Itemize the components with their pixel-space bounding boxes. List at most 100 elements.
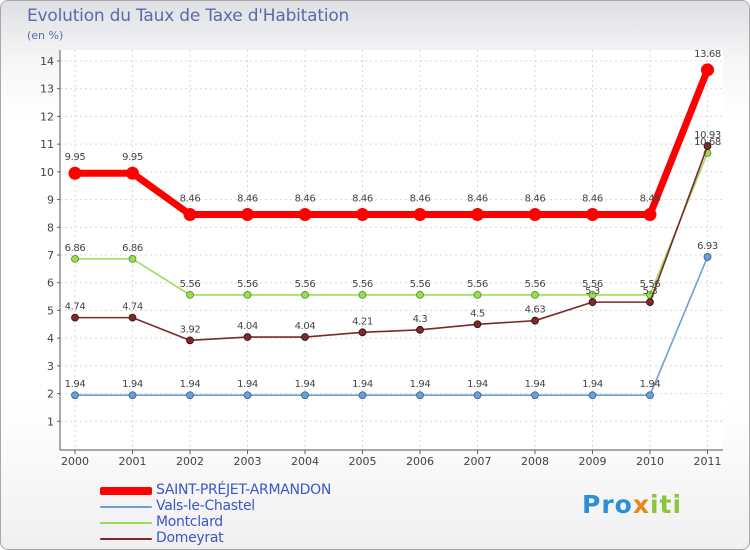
- legend-label: Domeyrat: [156, 530, 224, 546]
- data-point-2-5: [358, 291, 367, 299]
- y-tick-label: 6: [47, 277, 54, 290]
- data-label-1-0: 1.94: [65, 379, 86, 390]
- data-point-2-4: [301, 291, 309, 299]
- plot-area: [60, 50, 723, 450]
- data-point-1-10: [646, 391, 654, 400]
- data-label-0-4: 8.46: [295, 194, 316, 205]
- data-point-3-7: [473, 320, 482, 329]
- x-tick-label: 2010: [636, 455, 664, 468]
- data-label-1-4: 1.94: [295, 379, 316, 390]
- data-point-0-0: [68, 166, 82, 180]
- x-tick-label: 2005: [349, 455, 377, 468]
- data-point-1-7: [473, 391, 482, 400]
- data-label-2-8: 5.56: [525, 279, 546, 290]
- x-tick-label: 2004: [291, 455, 319, 468]
- data-point-1-3: [243, 391, 252, 400]
- y-tick-label: 1: [47, 415, 54, 428]
- data-point-3-9: [588, 298, 597, 307]
- data-point-3-2: [186, 336, 194, 345]
- data-label-3-5: 4.21: [352, 316, 373, 327]
- logo-part-pro: Pro: [582, 490, 633, 519]
- data-point-2-6: [416, 291, 424, 299]
- data-label-0-3: 8.46: [237, 194, 258, 205]
- data-point-2-1: [128, 254, 137, 263]
- data-point-0-3: [241, 208, 254, 222]
- data-point-3-3: [243, 333, 252, 341]
- data-point-0-11: [701, 63, 714, 77]
- data-label-3-9: 5.3: [585, 286, 600, 297]
- data-label-0-0: 9.95: [65, 152, 86, 163]
- data-label-2-9: 5.56: [582, 279, 603, 290]
- data-label-1-1: 1.94: [122, 379, 143, 390]
- legend-label: SAINT-PRÉJET-ARMANDON: [156, 482, 332, 498]
- data-label-0-11: 13.68: [694, 49, 721, 60]
- data-label-1-2: 1.94: [180, 379, 201, 390]
- data-label-1-5: 1.94: [352, 379, 373, 390]
- logo-part-x: x: [632, 490, 650, 519]
- data-label-0-5: 8.46: [352, 194, 373, 205]
- data-label-1-8: 1.94: [525, 379, 546, 390]
- data-label-0-7: 8.46: [467, 194, 488, 205]
- series-line-0: [71, 66, 711, 219]
- data-point-3-0: [71, 313, 79, 322]
- data-label-1-9: 1.94: [582, 379, 603, 390]
- legend-label: Montclard: [156, 514, 223, 530]
- data-point-3-5: [358, 328, 367, 337]
- x-tick-label: 2008: [521, 455, 549, 468]
- proxiti-logo: Proxiti: [582, 490, 682, 519]
- x-tick-label: 2000: [61, 455, 89, 468]
- data-label-2-6: 5.56: [410, 279, 431, 290]
- y-tick-label: 4: [47, 332, 54, 345]
- data-label-0-1: 9.95: [122, 152, 143, 163]
- data-label-3-2: 3.92: [180, 324, 201, 335]
- data-label-2-3: 5.56: [237, 279, 258, 290]
- data-point-1-8: [531, 391, 539, 400]
- data-point-3-11: [703, 142, 712, 150]
- data-label-0-6: 8.46: [410, 194, 431, 205]
- data-point-2-8: [531, 291, 539, 299]
- data-label-3-8: 4.63: [525, 305, 546, 316]
- data-label-2-10: 5.56: [640, 279, 661, 290]
- x-tick-label: 2009: [579, 455, 607, 468]
- data-point-0-6: [413, 208, 427, 222]
- y-tick-label: 9: [47, 194, 54, 207]
- data-label-1-10: 1.94: [640, 379, 661, 390]
- legend-swatch: [100, 538, 152, 540]
- data-point-0-1: [126, 166, 139, 180]
- data-point-1-9: [588, 391, 597, 400]
- data-label-1-3: 1.94: [237, 379, 258, 390]
- y-tick-label: 11: [40, 138, 54, 151]
- legend-swatch: [100, 506, 152, 508]
- data-point-2-2: [186, 291, 194, 299]
- data-point-2-7: [473, 291, 482, 299]
- data-point-1-6: [416, 391, 424, 400]
- y-tick-label: 12: [40, 110, 54, 123]
- y-tick-label: 8: [47, 221, 54, 234]
- data-point-1-4: [301, 391, 309, 400]
- data-label-2-2: 5.56: [180, 279, 201, 290]
- data-label-0-8: 8.46: [525, 194, 546, 205]
- data-label-2-1: 6.86: [122, 243, 143, 254]
- unit-label: (en %): [27, 29, 64, 42]
- data-label-3-6: 4.3: [413, 314, 428, 325]
- y-tick-label: 5: [47, 304, 54, 317]
- x-tick-label: 2011: [694, 455, 722, 468]
- legend-swatch: [100, 487, 152, 495]
- y-tick-label: 2: [47, 388, 54, 401]
- data-point-3-6: [416, 325, 424, 334]
- data-label-3-0: 4.74: [65, 302, 86, 313]
- y-tick-label: 13: [40, 83, 54, 96]
- data-label-0-10: 8.46: [640, 194, 661, 205]
- data-label-1-7: 1.94: [467, 379, 488, 390]
- x-tick-label: 2007: [464, 455, 492, 468]
- data-point-2-0: [71, 254, 79, 263]
- y-tick-label: 10: [40, 166, 54, 179]
- x-tick-label: 2006: [406, 455, 434, 468]
- data-label-2-4: 5.56: [295, 279, 316, 290]
- data-point-3-1: [128, 313, 137, 322]
- y-tick-label: 3: [47, 360, 54, 373]
- data-point-0-5: [356, 208, 369, 222]
- data-label-3-4: 4.04: [295, 321, 316, 332]
- data-label-2-7: 5.56: [467, 279, 488, 290]
